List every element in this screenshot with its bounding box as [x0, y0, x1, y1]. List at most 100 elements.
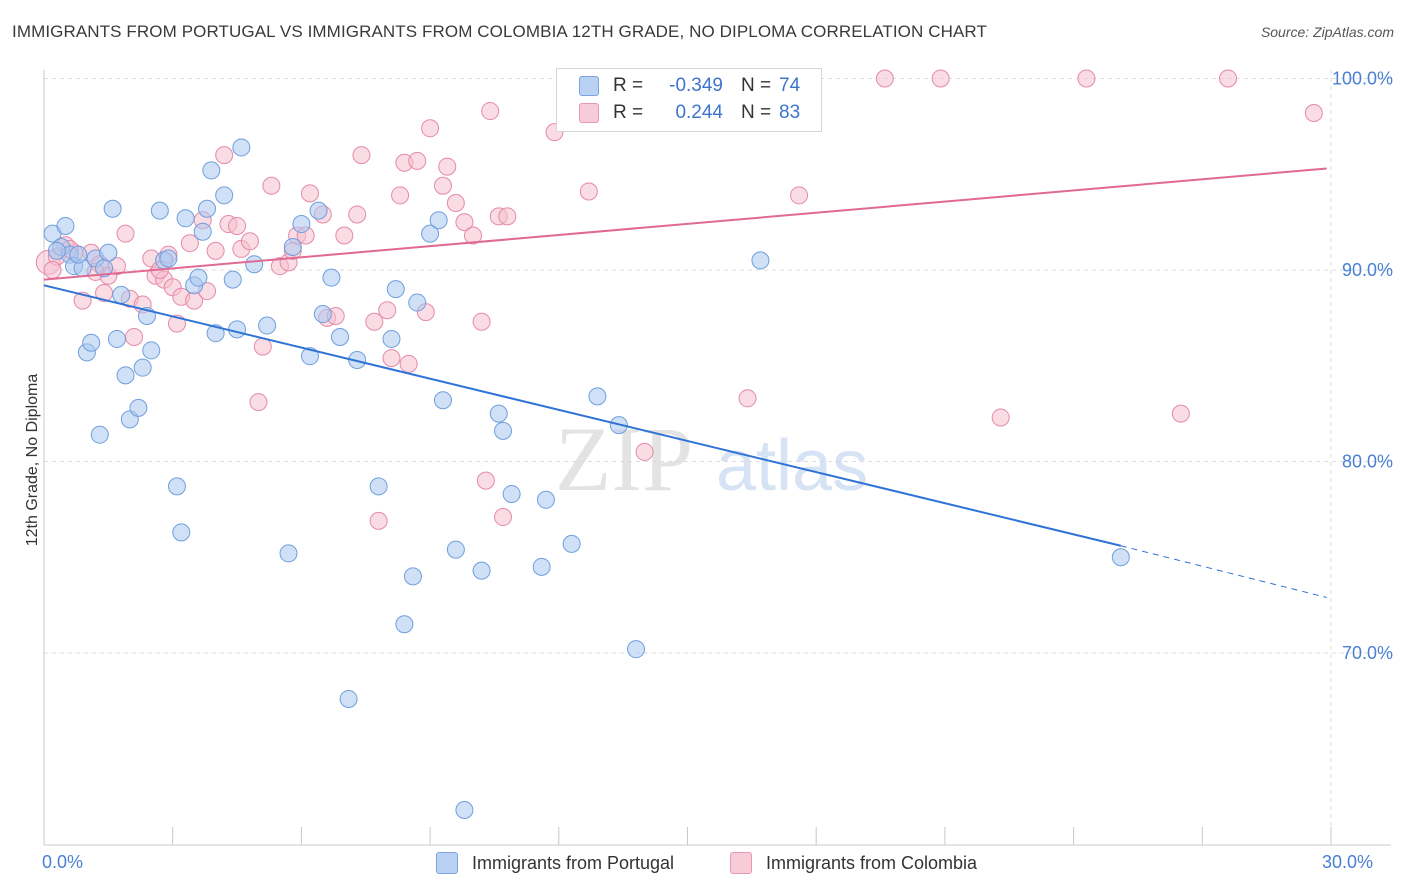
portugal-point [198, 199, 217, 218]
colombia-point [476, 471, 495, 490]
colombia-point [408, 151, 427, 170]
portugal-point [309, 201, 328, 220]
legend-n-label: N = [741, 75, 772, 96]
colombia-point [931, 69, 950, 88]
legend-r-label: R = [613, 102, 644, 123]
portugal-point [751, 251, 770, 270]
colombia-point [494, 508, 513, 527]
portugal-point [56, 216, 75, 235]
portugal-point [300, 347, 319, 366]
portugal-point [189, 268, 208, 287]
portugal-point [408, 293, 427, 312]
portugal-points [43, 138, 1130, 820]
portugal-point [69, 245, 88, 264]
legend-n-value-portugal: 74 [779, 75, 801, 96]
portugal-point [82, 333, 101, 352]
portugal-point [502, 485, 521, 504]
colombia-points [35, 69, 1323, 530]
colombia-point [352, 146, 371, 165]
portugal-point [99, 243, 118, 262]
portugal-point [47, 241, 66, 260]
portugal-point [627, 640, 646, 659]
portugal-point [369, 477, 388, 496]
colombia-point [391, 186, 410, 205]
colombia-point [262, 176, 281, 195]
colombia-point [991, 408, 1010, 427]
source-label: Source: ZipAtlas.com [1260, 24, 1394, 40]
portugal-point [455, 801, 474, 820]
bottom-legend-label-colombia: Immigrants from Colombia [766, 852, 978, 873]
x-tick-max: 30.0% [1322, 852, 1374, 872]
portugal-point [228, 320, 247, 339]
portugal-point [429, 211, 448, 230]
portugal-point [386, 280, 405, 299]
portugal-point [90, 425, 109, 444]
colombia-point [369, 511, 388, 530]
bottom-legend-swatch-colombia [730, 852, 752, 874]
colombia-point [335, 226, 354, 245]
portugal-point [150, 201, 169, 220]
legend-swatch-colombia [579, 103, 599, 123]
watermark: ZIP atlas [555, 408, 868, 510]
portugal-point [421, 224, 440, 243]
portugal-point [472, 561, 491, 580]
portugal-point [313, 305, 332, 324]
colombia-point [579, 182, 598, 201]
colombia-point [738, 389, 757, 408]
portugal-point [206, 324, 225, 343]
portugal-point [103, 199, 122, 218]
portugal-point [112, 285, 131, 304]
portugal-point [129, 398, 148, 417]
bottom-legend-portugal: Immigrants from Portugal [436, 852, 674, 874]
colombia-point [125, 328, 144, 347]
colombia-point [1219, 69, 1238, 88]
portugal-point [167, 477, 186, 496]
colombia-point [43, 261, 62, 279]
portugal-point [258, 316, 277, 335]
portugal-trend-extension [1120, 545, 1327, 598]
stats-legend: R = -0.349 N = 74 R = 0.244 N = 83 [556, 68, 822, 132]
colombia-point [382, 349, 401, 368]
colombia-point [1171, 404, 1190, 423]
portugal-point [489, 404, 508, 423]
legend-n-label: N = [741, 102, 772, 123]
colombia-point [206, 241, 225, 260]
portugal-point [433, 391, 452, 410]
colombia-point [498, 207, 517, 226]
portugal-point [176, 209, 195, 228]
x-tick-min: 0.0% [42, 852, 84, 872]
portugal-point [339, 689, 358, 708]
bottom-legend-label-portugal: Immigrants from Portugal [472, 852, 675, 873]
legend-r-value-colombia: 0.244 [675, 102, 723, 123]
colombia-point [365, 312, 384, 331]
chart-title: IMMIGRANTS FROM PORTUGAL VS IMMIGRANTS F… [12, 22, 987, 41]
colombia-point [378, 301, 397, 320]
colombia-point [249, 393, 268, 412]
colombia-point [421, 119, 440, 138]
portugal-point [95, 259, 114, 278]
colombia-point [472, 312, 491, 331]
legend-row-portugal: R = -0.349 N = 74 [557, 73, 800, 99]
colombia-point [455, 213, 474, 232]
colombia-point [348, 205, 367, 224]
bottom-legend-swatch-portugal [436, 852, 458, 874]
portugal-point [142, 341, 161, 360]
colombia-trend-line [43, 167, 1327, 281]
legend-row-colombia: R = 0.244 N = 83 [557, 100, 800, 126]
trend-lines [43, 167, 1327, 598]
legend-r-label: R = [613, 75, 644, 96]
portugal-point [532, 557, 551, 576]
axes [43, 70, 1391, 846]
portugal-point [446, 540, 465, 559]
portugal-point [223, 270, 242, 289]
bottom-legend-colombia: Immigrants from Colombia [730, 852, 977, 874]
legend-r-value-portugal: -0.349 [669, 75, 723, 96]
colombia-point [790, 186, 809, 205]
portugal-point [202, 161, 221, 180]
colombia-point [228, 216, 247, 235]
y-tick-labels: 70.0% 80.0% 90.0% 100.0% [1332, 69, 1393, 664]
portugal-point [395, 615, 414, 634]
portugal-point [403, 567, 422, 586]
colombia-point [300, 184, 319, 203]
